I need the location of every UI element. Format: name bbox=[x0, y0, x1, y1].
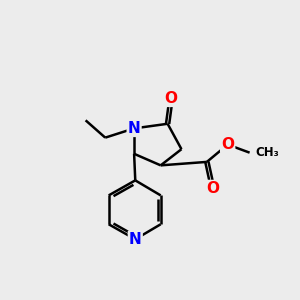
Text: N: N bbox=[128, 121, 140, 136]
Text: CH₃: CH₃ bbox=[255, 146, 279, 159]
Text: O: O bbox=[221, 137, 234, 152]
Text: O: O bbox=[206, 181, 219, 196]
Text: N: N bbox=[129, 232, 142, 247]
Text: O: O bbox=[165, 91, 178, 106]
